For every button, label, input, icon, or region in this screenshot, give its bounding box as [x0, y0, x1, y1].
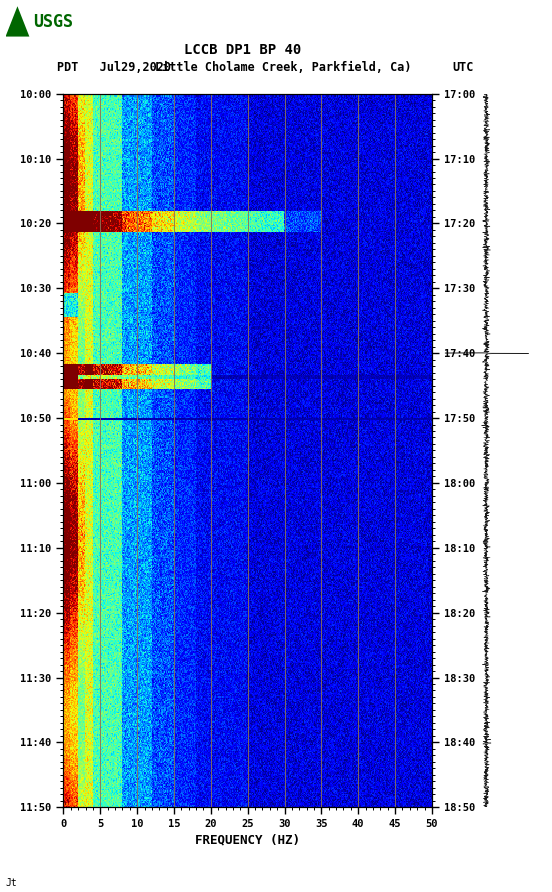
- Polygon shape: [6, 6, 29, 37]
- Text: Little Cholame Creek, Parkfield, Ca): Little Cholame Creek, Parkfield, Ca): [155, 62, 411, 74]
- Text: UTC: UTC: [453, 62, 474, 74]
- X-axis label: FREQUENCY (HZ): FREQUENCY (HZ): [195, 833, 300, 847]
- Text: USGS: USGS: [33, 13, 73, 31]
- Text: Jt: Jt: [6, 878, 17, 888]
- Text: LCCB DP1 BP 40: LCCB DP1 BP 40: [184, 43, 301, 57]
- Text: PDT   Jul29,2020: PDT Jul29,2020: [57, 62, 171, 74]
